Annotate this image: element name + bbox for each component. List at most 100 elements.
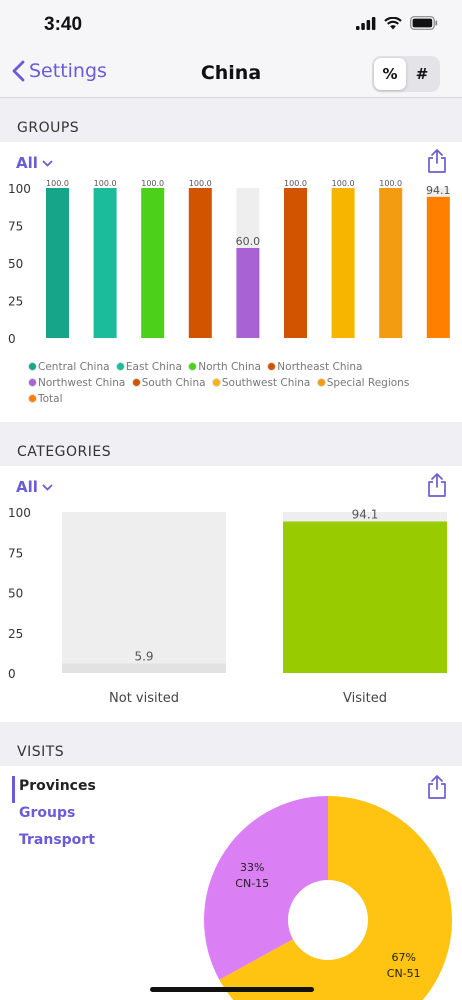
groups-bar-value-label: 100.0 bbox=[94, 179, 117, 188]
categories-ytick-label: 100 bbox=[8, 506, 31, 520]
status-time: 3:40 bbox=[44, 14, 83, 35]
legend-swatch bbox=[267, 362, 277, 371]
groups-bar bbox=[426, 196, 450, 338]
groups-ytick-label: 50 bbox=[8, 257, 23, 271]
categories-section-header: CATEGORIES bbox=[0, 422, 462, 466]
legend-swatch bbox=[28, 394, 37, 403]
visits-slice-label: CN-51 bbox=[387, 967, 421, 980]
visits-nav: Provinces Groups Transport bbox=[12, 776, 96, 857]
wifi-icon bbox=[384, 16, 402, 29]
chevron-down-icon bbox=[42, 483, 53, 491]
legend-label: South China bbox=[141, 377, 206, 389]
percent-mode-button[interactable]: % bbox=[374, 58, 406, 90]
legend-swatch bbox=[131, 378, 141, 387]
groups-legend-item: Southwest China bbox=[211, 377, 311, 389]
groups-legend-item: Total bbox=[28, 393, 63, 405]
groups-legend-item: South China bbox=[131, 377, 206, 389]
categories-bar-chart: 100 75 50 25 0 5.9 Not visited 94.1 Visited bbox=[8, 506, 447, 706]
categories-xtick-label: Visited bbox=[343, 691, 387, 706]
groups-bar-value-label: 94.1 bbox=[426, 184, 451, 197]
groups-header-label: GROUPS bbox=[17, 120, 80, 136]
back-label: Settings bbox=[29, 60, 107, 82]
legend-label: Total bbox=[38, 393, 63, 405]
visits-slice-label: CN-15 bbox=[235, 877, 269, 890]
chevron-left-icon bbox=[12, 60, 25, 82]
categories-ytick-label: 25 bbox=[8, 627, 23, 641]
groups-ytick-label: 75 bbox=[8, 220, 23, 234]
categories-filter-dropdown[interactable]: All bbox=[16, 478, 53, 496]
visits-donut-chart: 67% CN-51 33% CN-15 bbox=[204, 796, 452, 1000]
battery-icon bbox=[410, 16, 438, 30]
back-button[interactable]: Settings bbox=[12, 60, 107, 82]
groups-bar-value-label: 100.0 bbox=[141, 179, 164, 188]
groups-ytick-label: 100 bbox=[8, 182, 31, 196]
count-mode-button[interactable]: # bbox=[415, 65, 429, 83]
groups-bar bbox=[188, 188, 212, 338]
groups-ytick-label: 25 bbox=[8, 295, 23, 309]
categories-bar bbox=[283, 521, 447, 673]
groups-legend-item: Special Regions bbox=[316, 377, 409, 389]
categories-share-icon[interactable] bbox=[426, 472, 448, 498]
groups-bar bbox=[331, 188, 355, 338]
groups-bar bbox=[141, 188, 165, 338]
legend-swatch bbox=[188, 362, 198, 371]
groups-legend-item: Central China bbox=[28, 361, 110, 373]
legend-label: Northwest China bbox=[38, 377, 126, 389]
legend-swatch bbox=[211, 378, 221, 387]
status-bar: 3:40 bbox=[0, 0, 462, 52]
groups-bar bbox=[93, 188, 117, 338]
groups-legend-item: North China bbox=[188, 361, 261, 373]
chevron-down-icon bbox=[42, 159, 53, 167]
groups-bar bbox=[46, 188, 69, 338]
visits-nav-groups[interactable]: Groups bbox=[19, 805, 76, 821]
visits-section-header: VISITS bbox=[0, 722, 462, 766]
categories-bar-background bbox=[62, 512, 226, 673]
groups-panel: All 100 75 50 25 0 100.0 100.0 100.0 100.0 60.0 10… bbox=[0, 142, 462, 422]
groups-bar-value-label: 100.0 bbox=[379, 179, 402, 188]
groups-filter-dropdown[interactable]: All bbox=[16, 154, 53, 172]
groups-bar bbox=[284, 188, 307, 338]
visits-slice-percent: 67% bbox=[392, 951, 416, 964]
categories-ytick-label: 0 bbox=[8, 667, 16, 681]
legend-swatch bbox=[28, 362, 37, 371]
home-indicator bbox=[150, 987, 314, 992]
groups-bar-value-label: 100.0 bbox=[284, 179, 307, 188]
groups-ytick-label: 0 bbox=[8, 332, 16, 346]
categories-ytick-label: 50 bbox=[8, 587, 23, 601]
categories-bar-value-label: 5.9 bbox=[134, 650, 153, 664]
status-icons bbox=[356, 16, 438, 30]
groups-bar bbox=[236, 248, 260, 338]
legend-swatch bbox=[28, 378, 37, 387]
categories-bar-value-label: 94.1 bbox=[352, 507, 379, 521]
groups-share-icon[interactable] bbox=[426, 148, 448, 174]
groups-legend-item: Northwest China bbox=[28, 377, 125, 389]
groups-section-header: GROUPS bbox=[0, 98, 462, 142]
signal-icon bbox=[356, 16, 376, 30]
legend-swatch bbox=[316, 378, 326, 387]
visits-share-icon[interactable] bbox=[426, 774, 448, 800]
groups-legend-item: East China bbox=[115, 361, 182, 373]
categories-bar bbox=[62, 663, 226, 673]
categories-ytick-label: 75 bbox=[8, 546, 23, 560]
visits-donut-slice[interactable] bbox=[204, 796, 328, 980]
groups-bar-chart: 100 75 50 25 0 100.0 100.0 100.0 100.0 60.0 100.0 1… bbox=[8, 179, 451, 346]
legend-label: East China bbox=[125, 361, 182, 373]
groups-bar-value-label: 100.0 bbox=[332, 179, 355, 188]
legend-swatch bbox=[115, 362, 125, 371]
visits-donut-slice[interactable] bbox=[219, 796, 452, 1000]
groups-bar-value-label: 100.0 bbox=[46, 179, 69, 188]
groups-bar bbox=[379, 188, 403, 338]
visits-header-label: VISITS bbox=[17, 744, 65, 760]
legend-label: Southwest China bbox=[221, 377, 311, 389]
groups-bar-value-label: 100.0 bbox=[189, 179, 212, 188]
categories-panel: All 100 75 50 25 0 5.9 Not visited 94.1 Visited bbox=[0, 466, 462, 722]
groups-bar-value-label: 60.0 bbox=[236, 235, 261, 248]
groups-filter-label: All bbox=[16, 154, 38, 172]
legend-label: North China bbox=[198, 361, 261, 373]
visits-nav-provinces[interactable]: Provinces bbox=[12, 776, 96, 803]
categories-header-label: CATEGORIES bbox=[17, 444, 112, 460]
groups-legend: Central China East China North China Nor… bbox=[28, 359, 442, 407]
groups-legend-item: Northeast China bbox=[267, 361, 362, 373]
visits-slice-percent: 33% bbox=[240, 861, 264, 874]
visits-nav-transport[interactable]: Transport bbox=[19, 832, 95, 848]
